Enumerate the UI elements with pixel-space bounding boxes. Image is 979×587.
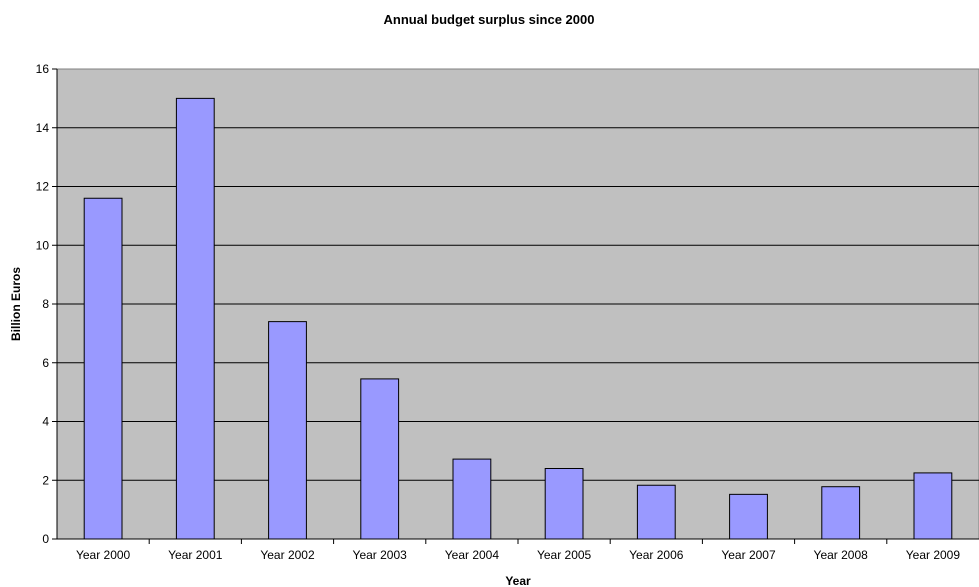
y-tick-label: 2	[42, 473, 49, 487]
bar-year-2006	[636, 484, 676, 540]
bar-year-2003	[360, 378, 400, 540]
chart-title: Annual budget surplus since 2000	[384, 12, 595, 27]
y-axis-title: Billion Euros	[9, 267, 23, 341]
x-tick-label: Year 2008	[814, 548, 869, 562]
x-tick-label: Year 2009	[906, 548, 961, 562]
bar-year-2000	[83, 197, 123, 540]
x-tick-label: Year 2007	[721, 548, 776, 562]
y-tick-label: 4	[42, 415, 49, 429]
bar-year-2001	[175, 97, 215, 540]
y-tick-label: 12	[36, 180, 50, 194]
bar-year-2008	[821, 486, 861, 540]
y-tick-label: 8	[42, 297, 49, 311]
x-axis-title: Year	[505, 574, 531, 587]
bar-year-2007	[729, 493, 768, 540]
bars	[83, 97, 953, 540]
y-tick-label: 0	[42, 532, 49, 546]
bar-year-2005	[544, 468, 584, 540]
x-axis: Year 2000 Year 2001 Year 2002 Year 2003 Year…	[57, 538, 979, 562]
bar-year-2004	[452, 458, 492, 540]
x-tick-label: Year 2000	[76, 548, 131, 562]
x-tick-label: Year 2003	[353, 548, 408, 562]
x-tick-label: Year 2006	[629, 548, 684, 562]
y-axis: 0 2 4 6 8 10 12 14 16	[36, 62, 58, 546]
bar-year-2009	[913, 472, 953, 540]
x-tick-label: Year 2001	[168, 548, 223, 562]
bar-year-2002	[268, 321, 307, 540]
x-tick-label: Year 2004	[445, 548, 500, 562]
x-tick-label: Year 2002	[260, 548, 315, 562]
y-tick-label: 16	[36, 62, 50, 76]
x-tick-label: Year 2005	[537, 548, 592, 562]
y-tick-label: 10	[36, 238, 50, 252]
y-tick-label: 6	[42, 356, 49, 370]
y-tick-label: 14	[36, 121, 50, 135]
